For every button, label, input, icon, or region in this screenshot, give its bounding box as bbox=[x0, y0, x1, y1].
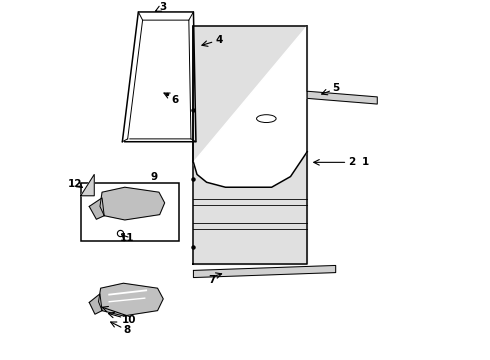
Text: 6: 6 bbox=[171, 95, 178, 105]
Text: 9: 9 bbox=[151, 172, 158, 181]
Polygon shape bbox=[194, 265, 336, 278]
Text: 12: 12 bbox=[68, 179, 82, 189]
Text: 11: 11 bbox=[120, 233, 134, 243]
Text: 8: 8 bbox=[123, 325, 130, 335]
Polygon shape bbox=[194, 26, 307, 187]
Ellipse shape bbox=[257, 115, 276, 122]
Bar bbox=[81, 183, 178, 240]
Polygon shape bbox=[307, 91, 377, 104]
Text: 10: 10 bbox=[122, 315, 137, 324]
Text: 2: 2 bbox=[348, 157, 355, 167]
Polygon shape bbox=[194, 26, 307, 264]
Polygon shape bbox=[89, 198, 104, 219]
Polygon shape bbox=[100, 187, 165, 220]
Text: 4: 4 bbox=[216, 35, 223, 45]
Polygon shape bbox=[81, 175, 94, 196]
Polygon shape bbox=[98, 283, 163, 316]
Text: 7: 7 bbox=[209, 275, 216, 285]
Text: 1: 1 bbox=[362, 157, 369, 167]
Polygon shape bbox=[89, 294, 102, 314]
Polygon shape bbox=[122, 12, 196, 142]
Text: 5: 5 bbox=[332, 83, 339, 93]
Text: 3: 3 bbox=[159, 2, 166, 12]
